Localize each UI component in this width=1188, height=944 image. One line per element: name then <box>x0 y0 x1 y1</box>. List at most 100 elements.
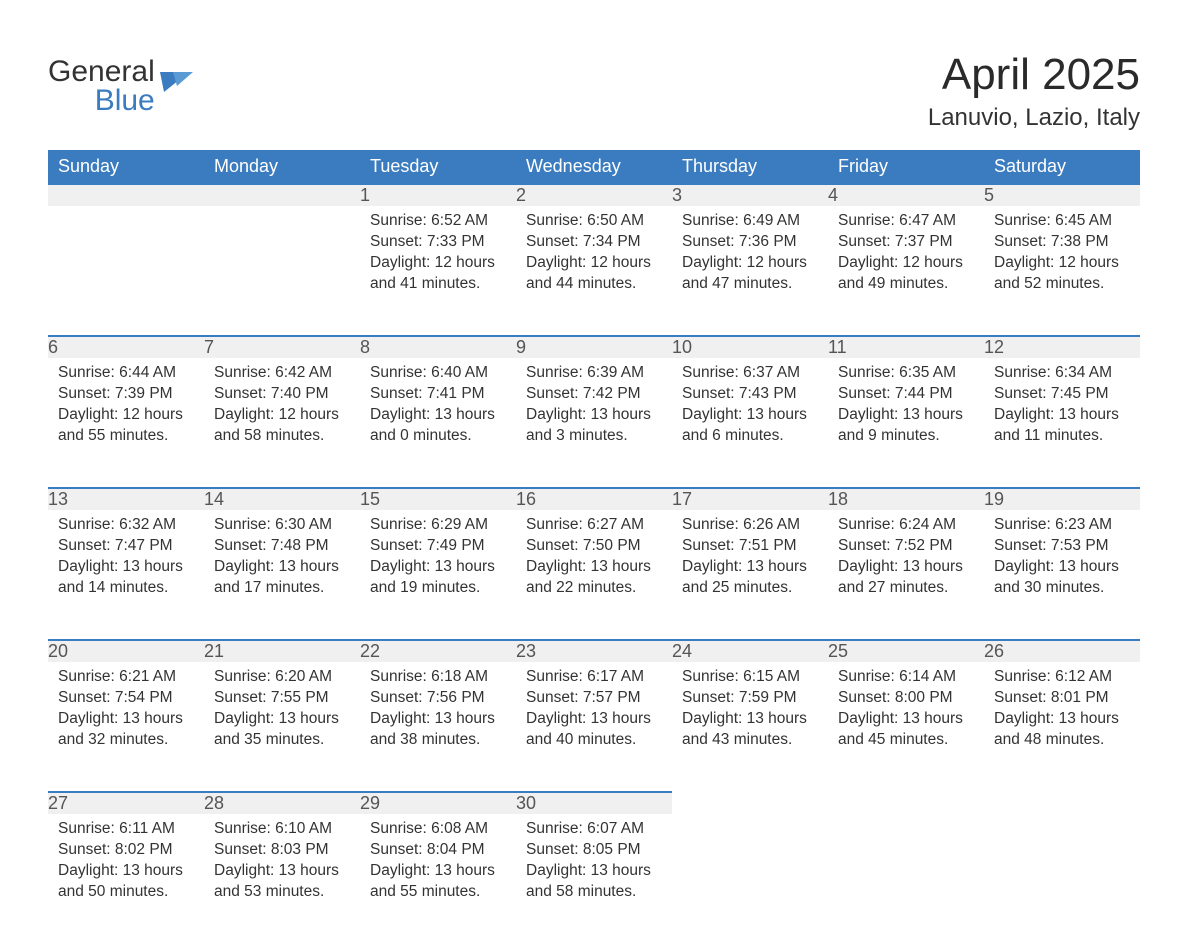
sunset-line: Sunset: 7:43 PM <box>682 384 818 405</box>
daylight-line: Daylight: 12 hours and 44 minutes. <box>526 253 662 295</box>
daylight-line: Daylight: 13 hours and 38 minutes. <box>370 709 506 751</box>
sunset-line: Sunset: 7:39 PM <box>58 384 194 405</box>
day-body: Sunrise: 6:07 AMSunset: 8:05 PMDaylight:… <box>516 814 672 915</box>
day-cell <box>984 814 1140 944</box>
sunset-line: Sunset: 7:42 PM <box>526 384 662 405</box>
day-body: Sunrise: 6:44 AMSunset: 7:39 PMDaylight:… <box>48 358 204 459</box>
day-cell: Sunrise: 6:52 AMSunset: 7:33 PMDaylight:… <box>360 206 516 336</box>
day-number: 20 <box>48 640 204 662</box>
sunset-line: Sunset: 7:52 PM <box>838 536 974 557</box>
sunset-line: Sunset: 8:00 PM <box>838 688 974 709</box>
day-number: 27 <box>48 792 204 814</box>
daylight-line: Daylight: 12 hours and 52 minutes. <box>994 253 1130 295</box>
day-number: 11 <box>828 336 984 358</box>
week-body-row: Sunrise: 6:32 AMSunset: 7:47 PMDaylight:… <box>48 510 1140 640</box>
day-body: Sunrise: 6:26 AMSunset: 7:51 PMDaylight:… <box>672 510 828 611</box>
day-cell: Sunrise: 6:50 AMSunset: 7:34 PMDaylight:… <box>516 206 672 336</box>
day-body: Sunrise: 6:40 AMSunset: 7:41 PMDaylight:… <box>360 358 516 459</box>
sunrise-line: Sunrise: 6:40 AM <box>370 363 506 384</box>
logo-text: General Blue <box>48 58 155 115</box>
day-number: 21 <box>204 640 360 662</box>
sunset-line: Sunset: 7:37 PM <box>838 232 974 253</box>
day-cell: Sunrise: 6:30 AMSunset: 7:48 PMDaylight:… <box>204 510 360 640</box>
day-number: 18 <box>828 488 984 510</box>
week-daynum-row: 6789101112 <box>48 336 1140 358</box>
sunrise-line: Sunrise: 6:10 AM <box>214 819 350 840</box>
day-number-empty <box>984 792 1140 814</box>
sunrise-line: Sunrise: 6:45 AM <box>994 211 1130 232</box>
daylight-line: Daylight: 13 hours and 14 minutes. <box>58 557 194 599</box>
day-number: 25 <box>828 640 984 662</box>
sunset-line: Sunset: 7:57 PM <box>526 688 662 709</box>
day-cell: Sunrise: 6:18 AMSunset: 7:56 PMDaylight:… <box>360 662 516 792</box>
sunrise-line: Sunrise: 6:34 AM <box>994 363 1130 384</box>
day-number: 16 <box>516 488 672 510</box>
sunrise-line: Sunrise: 6:35 AM <box>838 363 974 384</box>
day-number-empty <box>672 792 828 814</box>
day-body: Sunrise: 6:21 AMSunset: 7:54 PMDaylight:… <box>48 662 204 763</box>
sunrise-line: Sunrise: 6:47 AM <box>838 211 974 232</box>
sunset-line: Sunset: 7:34 PM <box>526 232 662 253</box>
calendar-body: 12345Sunrise: 6:52 AMSunset: 7:33 PMDayl… <box>48 184 1140 944</box>
day-body: Sunrise: 6:11 AMSunset: 8:02 PMDaylight:… <box>48 814 204 915</box>
sunrise-line: Sunrise: 6:07 AM <box>526 819 662 840</box>
weekday-header: Friday <box>828 150 984 184</box>
day-body: Sunrise: 6:32 AMSunset: 7:47 PMDaylight:… <box>48 510 204 611</box>
sunrise-line: Sunrise: 6:12 AM <box>994 667 1130 688</box>
day-number: 15 <box>360 488 516 510</box>
day-cell: Sunrise: 6:27 AMSunset: 7:50 PMDaylight:… <box>516 510 672 640</box>
week-body-row: Sunrise: 6:52 AMSunset: 7:33 PMDaylight:… <box>48 206 1140 336</box>
day-number: 22 <box>360 640 516 662</box>
day-cell: Sunrise: 6:47 AMSunset: 7:37 PMDaylight:… <box>828 206 984 336</box>
weekday-header: Tuesday <box>360 150 516 184</box>
sunset-line: Sunset: 7:41 PM <box>370 384 506 405</box>
day-cell: Sunrise: 6:35 AMSunset: 7:44 PMDaylight:… <box>828 358 984 488</box>
day-number: 17 <box>672 488 828 510</box>
day-number: 10 <box>672 336 828 358</box>
day-cell: Sunrise: 6:23 AMSunset: 7:53 PMDaylight:… <box>984 510 1140 640</box>
weekday-header: Sunday <box>48 150 204 184</box>
day-number: 9 <box>516 336 672 358</box>
sunset-line: Sunset: 8:04 PM <box>370 840 506 861</box>
day-number: 8 <box>360 336 516 358</box>
day-body: Sunrise: 6:18 AMSunset: 7:56 PMDaylight:… <box>360 662 516 763</box>
day-body: Sunrise: 6:39 AMSunset: 7:42 PMDaylight:… <box>516 358 672 459</box>
sunset-line: Sunset: 7:50 PM <box>526 536 662 557</box>
weekday-header: Monday <box>204 150 360 184</box>
daylight-line: Daylight: 13 hours and 35 minutes. <box>214 709 350 751</box>
day-body: Sunrise: 6:08 AMSunset: 8:04 PMDaylight:… <box>360 814 516 915</box>
sunrise-line: Sunrise: 6:11 AM <box>58 819 194 840</box>
daylight-line: Daylight: 13 hours and 45 minutes. <box>838 709 974 751</box>
day-body: Sunrise: 6:10 AMSunset: 8:03 PMDaylight:… <box>204 814 360 915</box>
daylight-line: Daylight: 13 hours and 25 minutes. <box>682 557 818 599</box>
sunrise-line: Sunrise: 6:27 AM <box>526 515 662 536</box>
day-cell: Sunrise: 6:21 AMSunset: 7:54 PMDaylight:… <box>48 662 204 792</box>
day-body: Sunrise: 6:27 AMSunset: 7:50 PMDaylight:… <box>516 510 672 611</box>
sunset-line: Sunset: 7:47 PM <box>58 536 194 557</box>
day-cell: Sunrise: 6:14 AMSunset: 8:00 PMDaylight:… <box>828 662 984 792</box>
sunset-line: Sunset: 7:48 PM <box>214 536 350 557</box>
weekday-header: Saturday <box>984 150 1140 184</box>
day-body: Sunrise: 6:50 AMSunset: 7:34 PMDaylight:… <box>516 206 672 307</box>
day-cell: Sunrise: 6:29 AMSunset: 7:49 PMDaylight:… <box>360 510 516 640</box>
week-daynum-row: 12345 <box>48 184 1140 206</box>
day-body: Sunrise: 6:29 AMSunset: 7:49 PMDaylight:… <box>360 510 516 611</box>
day-number: 3 <box>672 184 828 206</box>
sunrise-line: Sunrise: 6:24 AM <box>838 515 974 536</box>
day-body: Sunrise: 6:15 AMSunset: 7:59 PMDaylight:… <box>672 662 828 763</box>
sunset-line: Sunset: 7:59 PM <box>682 688 818 709</box>
day-number-empty <box>48 184 204 206</box>
sunset-line: Sunset: 8:05 PM <box>526 840 662 861</box>
day-body: Sunrise: 6:45 AMSunset: 7:38 PMDaylight:… <box>984 206 1140 307</box>
daylight-line: Daylight: 13 hours and 53 minutes. <box>214 861 350 903</box>
day-body: Sunrise: 6:49 AMSunset: 7:36 PMDaylight:… <box>672 206 828 307</box>
sunset-line: Sunset: 8:03 PM <box>214 840 350 861</box>
week-daynum-row: 27282930 <box>48 792 1140 814</box>
sunrise-line: Sunrise: 6:14 AM <box>838 667 974 688</box>
day-body: Sunrise: 6:30 AMSunset: 7:48 PMDaylight:… <box>204 510 360 611</box>
day-cell: Sunrise: 6:12 AMSunset: 8:01 PMDaylight:… <box>984 662 1140 792</box>
daylight-line: Daylight: 13 hours and 0 minutes. <box>370 405 506 447</box>
daylight-line: Daylight: 13 hours and 19 minutes. <box>370 557 506 599</box>
day-number: 1 <box>360 184 516 206</box>
daylight-line: Daylight: 13 hours and 17 minutes. <box>214 557 350 599</box>
